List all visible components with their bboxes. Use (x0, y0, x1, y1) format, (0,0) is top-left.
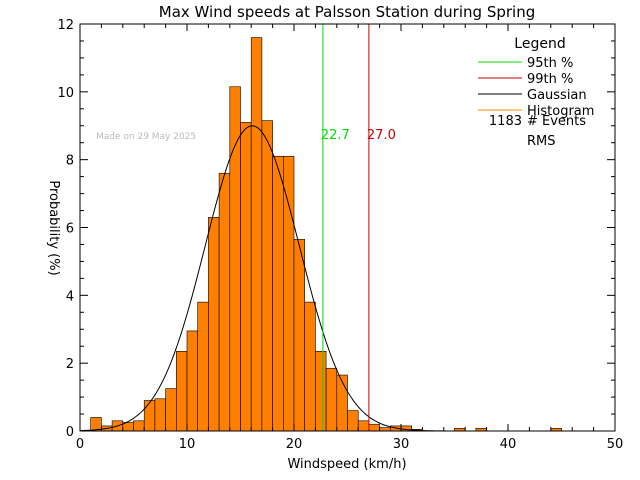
histogram-bar (208, 217, 220, 432)
legend-rms-label: RMS (527, 134, 556, 149)
legend-entry-label: Histogram (527, 104, 594, 119)
legend-entry-label: Gaussian (527, 88, 587, 103)
histogram-bar (304, 301, 316, 432)
legend-events-label: # Events (527, 114, 586, 129)
histogram-bar (165, 388, 177, 432)
histogram-bars (90, 37, 562, 432)
axes: 0 10 20 30 40 50 0 2 4 6 8 10 12 (57, 18, 623, 452)
histogram-bar (240, 122, 252, 432)
histogram-bar (176, 350, 188, 432)
histogram-bar (379, 427, 391, 432)
chart-title: Max Wind speeds at Palsson Station durin… (159, 3, 535, 21)
histogram-bar (154, 398, 166, 432)
y-tick-label: 12 (57, 18, 74, 33)
legend-entry-label: 99th % (527, 72, 573, 87)
histogram-bar (218, 172, 231, 432)
histogram-bar (272, 155, 284, 432)
legend-entry-label: 95th % (527, 56, 573, 71)
y-tick-label: 8 (66, 154, 74, 169)
x-tick-label: 40 (500, 437, 517, 452)
histogram-bar (143, 400, 156, 432)
y-tick-label: 4 (66, 289, 74, 304)
x-tick-label: 30 (393, 437, 410, 452)
histogram-bar (250, 37, 263, 432)
y-tick-label: 10 (57, 86, 74, 101)
legend-title: Legend (514, 36, 565, 52)
histogram-bar (336, 374, 348, 432)
made-on-annotation: Made on 29 May 2025 (96, 132, 196, 142)
percentile-lines: 22.7 27.0 (321, 24, 396, 431)
y-axis-label: Probability (%) (46, 180, 61, 275)
histogram-bar (186, 330, 198, 432)
percentile-label: 22.7 (321, 128, 350, 143)
x-tick-label: 0 (76, 437, 84, 452)
y-tick-label: 6 (66, 222, 74, 237)
legend-events-count: 1183 (489, 114, 522, 129)
histogram-bar (197, 301, 209, 432)
y-tick-label: 0 (66, 425, 74, 440)
histogram-bar (325, 367, 338, 432)
y-tick-label: 2 (66, 357, 74, 372)
x-axis-label: Windspeed (km/h) (287, 457, 406, 472)
histogram-bar (357, 420, 370, 432)
histogram-bar (282, 155, 295, 432)
histogram-bar (347, 410, 359, 432)
histogram-bar (133, 420, 145, 432)
x-tick-label: 50 (607, 437, 624, 452)
x-tick-label: 10 (179, 437, 196, 452)
x-tick-label: 20 (286, 437, 303, 452)
histogram-bar (315, 350, 327, 432)
histogram-bar (261, 120, 273, 432)
histogram-bar (293, 239, 305, 432)
histogram-bar (368, 423, 380, 432)
percentile-label: 27.0 (367, 128, 396, 143)
